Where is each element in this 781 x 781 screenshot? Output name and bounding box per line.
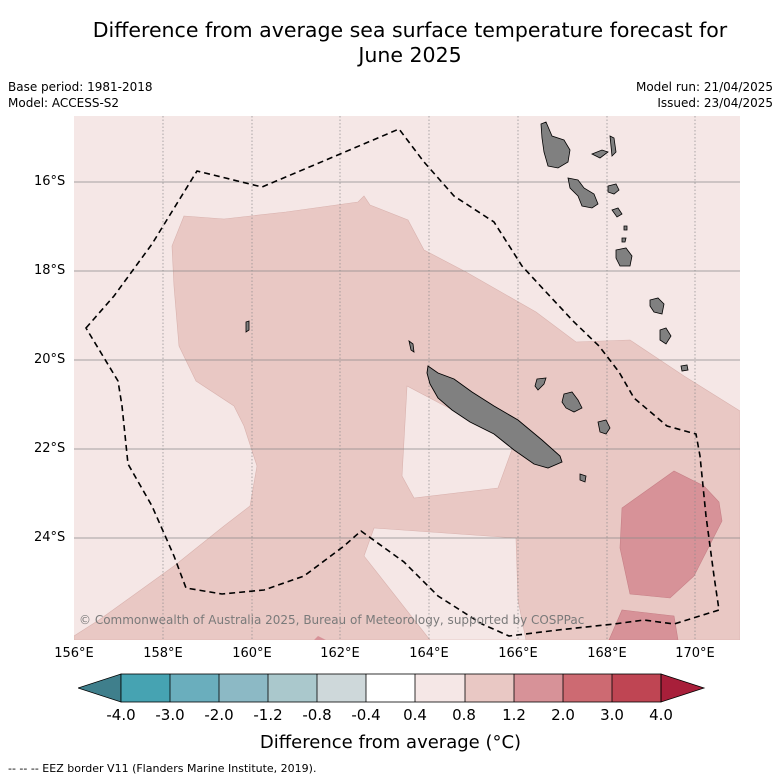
island-epi (611, 207, 623, 218)
eez-legend: -- -- -- EEZ border V11 (Flanders Marine… (8, 762, 317, 775)
model-run: Model run: 21/04/2025 (635, 80, 773, 94)
cbar-label-0: -4.0 (106, 706, 136, 724)
island-chesterfield (245, 320, 250, 333)
cbar-label-5: -0.4 (351, 706, 381, 724)
island-new-caledonia (426, 365, 563, 469)
gridlines-lat (74, 181, 740, 539)
colorbar-seg-8 (465, 674, 514, 702)
cbar-label-1: -3.0 (155, 706, 185, 724)
title-line-2: June 2025 (358, 43, 462, 67)
cbar-label-9: 2.0 (551, 706, 575, 724)
colorbar-min-extend (78, 673, 122, 703)
y-tick-16S: 16°S (34, 174, 66, 189)
island-ouvea (534, 377, 547, 391)
cbar-label-3: -1.2 (253, 706, 283, 724)
colorbar-seg-11 (612, 674, 661, 702)
colorbar-seg-5 (317, 674, 366, 702)
title-line-1: Difference from average sea surface temp… (92, 18, 728, 42)
base-period: Base period: 1981-2018 (8, 80, 153, 94)
island-isle-of-pines (579, 473, 587, 483)
colorbar-seg-7 (415, 674, 465, 702)
x-tick-160E: 160°E (232, 646, 272, 661)
island-ambrym (607, 183, 620, 195)
colorbar-seg-2 (170, 674, 219, 702)
chart-title: Difference from average sea surface temp… (60, 18, 760, 68)
colorbar-title: Difference from average (°C) (259, 732, 522, 753)
cbar-label-10: 3.0 (600, 706, 624, 724)
issued-date: Issued: 23/04/2025 (657, 96, 773, 110)
x-tick-170E: 170°E (675, 646, 715, 661)
cbar-label-2: -2.0 (204, 706, 234, 724)
anomaly-region-1.2-2.0-small (314, 636, 326, 640)
island-pentecost (609, 135, 617, 157)
map-svg (74, 116, 740, 640)
colorbar-seg-4 (268, 674, 317, 702)
island-erromango (649, 297, 665, 315)
colorbar-seg-6 (366, 674, 415, 702)
island-small-vanuatu-b (621, 237, 627, 243)
island-lifou (561, 391, 583, 413)
meta-right: Model run: 21/04/2025 Issued: 23/04/2025 (636, 79, 773, 111)
eez-border (85, 128, 720, 637)
island-malakula (567, 177, 599, 209)
cbar-label-8: 1.2 (502, 706, 526, 724)
cbar-label-7: 0.8 (452, 706, 476, 724)
island-espiritu-santo (540, 121, 571, 169)
x-tick-168E: 168°E (587, 646, 627, 661)
cbar-label-11: 4.0 (649, 706, 673, 724)
colorbar-seg-1 (121, 674, 170, 702)
copyright-text: © Commonwealth of Australia 2025, Bureau… (79, 613, 585, 627)
island-small-vanuatu-a (623, 225, 628, 231)
anomaly-region-1.2-2.0 (619, 470, 723, 599)
model-name: Model: ACCESS-S2 (8, 96, 120, 110)
anomaly-region-1.2-2.0-south (608, 609, 679, 640)
cbar-label-4: -0.8 (302, 706, 332, 724)
island-aneityum (680, 364, 689, 372)
colorbar (78, 673, 706, 703)
map-panel[interactable] (74, 116, 740, 640)
y-tick-20S: 20°S (34, 352, 66, 367)
x-tick-166E: 166°E (498, 646, 538, 661)
x-tick-158E: 158°E (143, 646, 183, 661)
island-belep (408, 340, 415, 353)
island-tanna (659, 327, 672, 345)
colorbar-dividers (120, 673, 662, 703)
x-tick-164E: 164°E (409, 646, 449, 661)
colorbar-seg-3 (219, 674, 268, 702)
colorbar-max-extend (660, 673, 706, 703)
island-efate (615, 247, 633, 267)
island-mare (597, 419, 611, 435)
meta-left: Base period: 1981-2018 Model: ACCESS-S2 (8, 79, 153, 111)
y-tick-18S: 18°S (34, 263, 66, 278)
y-tick-24S: 24°S (34, 530, 66, 545)
colorbar-seg-10 (563, 674, 612, 702)
x-tick-162E: 162°E (320, 646, 360, 661)
cbar-label-6: 0.4 (403, 706, 427, 724)
colorbar-seg-9 (514, 674, 563, 702)
y-tick-22S: 22°S (34, 441, 66, 456)
island-ambae (591, 149, 609, 159)
x-tick-156E: 156°E (54, 646, 94, 661)
